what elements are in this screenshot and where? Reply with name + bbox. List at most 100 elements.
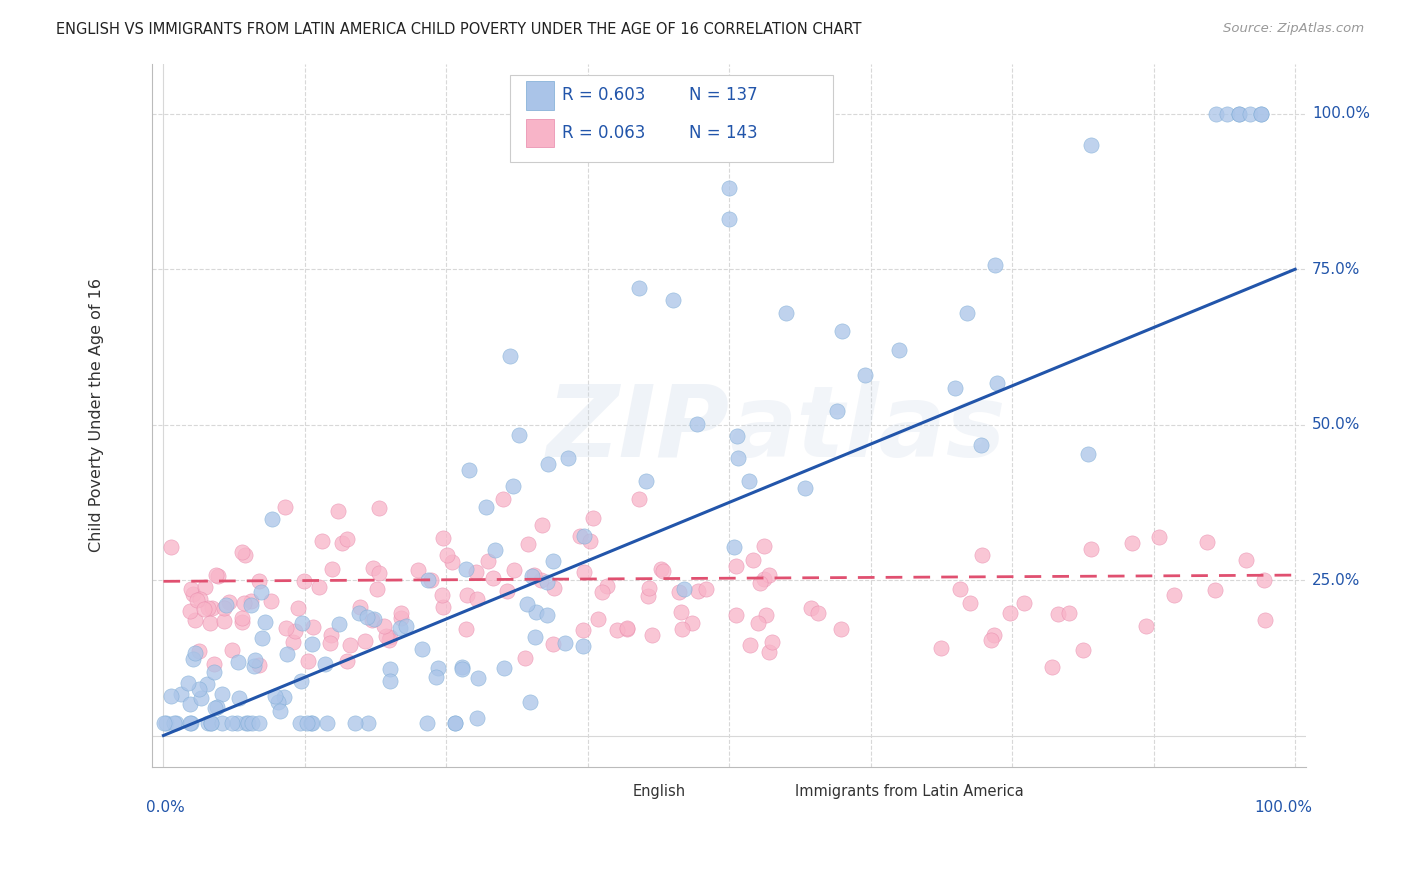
Point — [465, 592, 488, 607]
Point — [232, 596, 254, 610]
Point — [492, 492, 515, 507]
Point — [315, 716, 337, 731]
Text: ENGLISH VS IMMIGRANTS FROM LATIN AMERICA CHILD POVERTY UNDER THE AGE OF 16 CORRE: ENGLISH VS IMMIGRANTS FROM LATIN AMERICA… — [56, 22, 862, 37]
Point — [328, 504, 350, 518]
Point — [596, 579, 619, 593]
Point — [231, 615, 253, 630]
Point — [308, 580, 330, 594]
Point — [508, 427, 530, 442]
Point — [183, 646, 205, 660]
Point — [233, 548, 256, 562]
Point — [651, 564, 673, 578]
Point — [517, 536, 540, 550]
Point — [569, 529, 592, 543]
Point — [290, 674, 312, 689]
Point — [336, 533, 359, 547]
Point — [1227, 107, 1250, 121]
Text: N = 137: N = 137 — [689, 87, 758, 104]
Point — [661, 293, 683, 308]
Point — [243, 653, 266, 667]
Point — [572, 565, 595, 579]
Point — [181, 652, 204, 666]
Point — [204, 701, 226, 715]
Point — [302, 620, 325, 634]
Point — [153, 716, 176, 731]
Point — [260, 594, 283, 608]
Point — [367, 566, 389, 581]
Point — [204, 665, 226, 680]
Point — [170, 687, 193, 701]
Point — [319, 636, 342, 650]
Point — [554, 636, 576, 650]
Point — [523, 630, 546, 644]
Point — [502, 563, 524, 577]
Point — [427, 661, 450, 675]
Point — [180, 716, 202, 731]
Point — [586, 612, 609, 626]
Point — [616, 622, 638, 636]
Point — [1077, 447, 1099, 461]
Point — [200, 716, 222, 731]
Point — [724, 607, 747, 622]
Point — [807, 606, 830, 620]
Point — [190, 690, 212, 705]
Point — [484, 543, 506, 558]
Point — [160, 540, 183, 554]
Point — [571, 639, 593, 653]
Point — [389, 621, 412, 635]
Point — [194, 580, 217, 594]
Point — [242, 659, 264, 673]
Point — [235, 716, 257, 731]
Point — [959, 596, 981, 610]
Point — [239, 594, 262, 608]
Point — [983, 628, 1005, 642]
Point — [686, 417, 709, 431]
Point — [183, 587, 205, 601]
Point — [984, 259, 1007, 273]
Point — [249, 584, 271, 599]
Point — [1253, 613, 1275, 627]
Point — [231, 545, 253, 559]
Point — [793, 481, 815, 495]
Point — [432, 599, 454, 614]
Point — [254, 615, 277, 629]
FancyBboxPatch shape — [526, 120, 554, 147]
Point — [669, 605, 692, 619]
Point — [297, 654, 319, 668]
Point — [929, 640, 952, 655]
Point — [637, 589, 659, 603]
Point — [188, 644, 211, 658]
Point — [443, 716, 465, 731]
Text: 50.0%: 50.0% — [1312, 417, 1361, 432]
Point — [228, 691, 250, 706]
Point — [416, 573, 439, 587]
Point — [519, 695, 541, 709]
Point — [467, 671, 489, 685]
Point — [531, 518, 554, 533]
Point — [1012, 596, 1035, 610]
Point — [1135, 619, 1157, 633]
Point — [197, 716, 219, 731]
Point — [292, 574, 315, 588]
Point — [363, 612, 385, 626]
Point — [179, 604, 201, 618]
Point — [477, 554, 499, 568]
Point — [197, 601, 219, 615]
Point — [336, 654, 359, 668]
Point — [1040, 660, 1063, 674]
Point — [1057, 607, 1080, 621]
Point — [671, 622, 693, 636]
Point — [195, 677, 218, 691]
Point — [288, 716, 311, 731]
Point — [247, 574, 270, 588]
Point — [637, 581, 659, 595]
Point — [328, 616, 350, 631]
FancyBboxPatch shape — [761, 782, 789, 801]
Point — [361, 561, 384, 575]
Point — [887, 343, 910, 357]
Point — [457, 463, 479, 477]
Point — [378, 630, 401, 644]
Point — [543, 581, 565, 595]
Point — [273, 500, 295, 515]
Point — [349, 606, 371, 620]
